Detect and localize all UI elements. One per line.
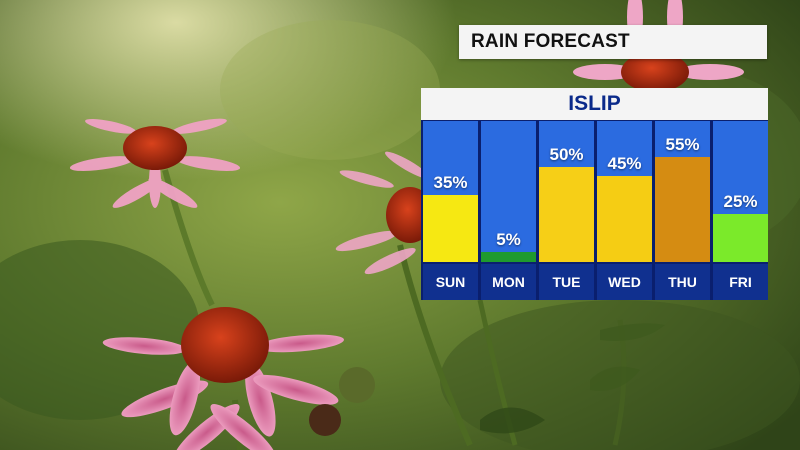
rain-bar xyxy=(481,252,536,262)
day-column-thu: 55% THU xyxy=(655,121,710,300)
city-name: ISLIP xyxy=(568,92,621,115)
rain-bar xyxy=(539,166,594,262)
rain-percent-label: 35% xyxy=(433,173,468,193)
day-column-sun: 35% SUN xyxy=(423,121,478,300)
rain-bar xyxy=(597,176,652,262)
forecast-title: RAIN FORECAST xyxy=(471,31,630,52)
day-label: WED xyxy=(597,264,652,300)
rain-bar xyxy=(655,157,710,262)
city-header: ISLIP xyxy=(421,88,768,120)
rain-percent-label: 25% xyxy=(723,192,758,212)
rain-percent-label: 5% xyxy=(496,230,521,250)
rain-percent-label: 45% xyxy=(607,154,642,174)
forecast-title-box: RAIN FORECAST xyxy=(459,25,767,59)
rain-bar xyxy=(423,195,478,262)
rain-bar xyxy=(713,214,768,262)
rain-percent-label: 55% xyxy=(665,135,700,155)
day-column-mon: 5% MON xyxy=(481,121,536,300)
day-column-fri: 25% FRI xyxy=(713,121,768,300)
day-label: THU xyxy=(655,264,710,300)
column-background xyxy=(481,121,536,262)
day-label: SUN xyxy=(423,264,478,300)
day-column-tue: 50% TUE xyxy=(539,121,594,300)
forecast-panel: ISLIP 35% SUN 5% MON 50% TUE 45% WED 55% THU 25% FR… xyxy=(421,88,768,300)
day-column-wed: 45% WED xyxy=(597,121,652,300)
day-label: MON xyxy=(481,264,536,300)
day-label: FRI xyxy=(713,264,768,300)
rain-percent-label: 50% xyxy=(549,144,584,164)
day-label: TUE xyxy=(539,264,594,300)
